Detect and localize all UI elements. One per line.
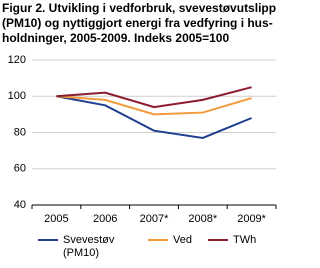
- y-tick-label: 80: [14, 126, 26, 138]
- y-tick-label: 120: [8, 54, 26, 66]
- line-series: [56, 95, 252, 139]
- x-tick-label: 2009*: [237, 213, 266, 225]
- x-tick-label: 2005: [44, 213, 68, 225]
- y-tick-label: 60: [14, 163, 26, 175]
- x-tick-label: 2006: [93, 213, 117, 225]
- chart-title: holdninger, 2005-2009. Indeks 2005=100: [2, 31, 229, 45]
- chart-title: (PM10) og nyttiggjort energi fra vedfyri…: [2, 16, 273, 30]
- y-tick-label: 40: [14, 199, 26, 211]
- legend-label: TWh: [233, 234, 256, 246]
- chart: Figur 2. Utvikling i vedforbruk, svevest…: [2, 1, 277, 259]
- x-tick-label: 2008*: [188, 213, 217, 225]
- line-series: [56, 86, 252, 109]
- y-tick-label: 100: [8, 90, 26, 102]
- legend-label: Ved: [173, 234, 192, 246]
- x-tick-label: 2007*: [140, 213, 169, 225]
- line-series: [56, 95, 252, 116]
- legend-label: Svevestøv (PM10): [63, 234, 115, 259]
- chart-title: Figur 2. Utvikling i vedforbruk, svevest…: [2, 1, 276, 15]
